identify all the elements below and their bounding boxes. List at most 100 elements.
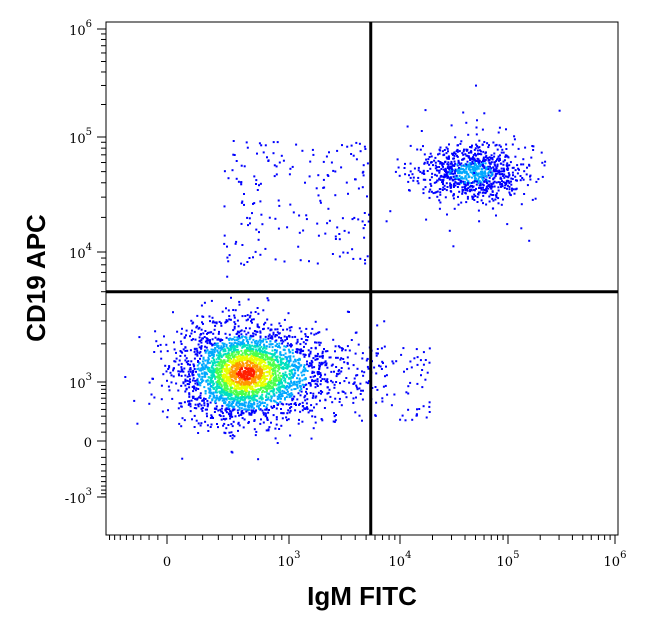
event-dot	[183, 336, 186, 339]
event-dot	[339, 358, 342, 361]
event-dot	[229, 388, 232, 391]
event-dot	[282, 374, 285, 377]
event-dot	[196, 398, 199, 401]
event-dot	[225, 398, 228, 401]
event-dot	[456, 154, 458, 157]
event-dot	[455, 169, 458, 172]
event-dot	[247, 405, 250, 407]
event-dot	[359, 393, 362, 395]
event-dot	[213, 387, 216, 390]
event-dot	[289, 395, 292, 398]
event-dot	[240, 329, 243, 332]
event-dot	[449, 166, 451, 169]
event-dot	[188, 368, 191, 371]
event-dot	[485, 185, 488, 188]
event-dot	[253, 428, 256, 431]
event-dot	[441, 165, 444, 168]
event-dot	[477, 167, 480, 170]
event-dot	[258, 347, 261, 350]
event-dot	[241, 389, 243, 392]
event-dot	[485, 155, 488, 157]
event-dot	[298, 377, 301, 380]
event-dot	[238, 331, 240, 334]
event-dot	[497, 155, 500, 158]
event-dot	[302, 405, 305, 407]
event-dot	[296, 398, 299, 401]
event-dot	[286, 390, 289, 393]
event-dot	[267, 361, 270, 363]
event-dot	[281, 392, 284, 395]
event-dot	[314, 386, 317, 389]
event-dot	[194, 403, 197, 406]
event-dot	[236, 396, 239, 399]
event-dot	[438, 169, 441, 172]
event-dot	[278, 379, 281, 382]
event-dot	[313, 406, 315, 409]
event-dot	[232, 153, 235, 156]
event-dot	[251, 396, 254, 399]
event-dot	[293, 388, 296, 391]
event-dot	[236, 319, 239, 322]
event-dot	[274, 351, 277, 354]
event-dot	[435, 169, 438, 172]
event-dot	[224, 362, 226, 365]
event-dot	[206, 405, 209, 408]
event-dot	[162, 373, 165, 376]
event-dot	[180, 368, 183, 371]
event-dot	[324, 399, 327, 402]
event-dot	[269, 399, 272, 402]
event-dot	[182, 382, 185, 385]
event-dot	[359, 150, 362, 153]
event-dot	[259, 404, 262, 407]
event-dot	[429, 188, 432, 191]
event-dot	[344, 392, 347, 395]
event-dot	[277, 397, 280, 400]
event-dot	[253, 396, 256, 399]
event-dot	[323, 407, 326, 409]
event-dot	[272, 333, 275, 336]
event-dot	[420, 130, 423, 132]
event-dot	[298, 402, 301, 405]
event-dot	[288, 393, 291, 396]
event-dot	[230, 390, 233, 393]
event-dot	[505, 164, 508, 167]
event-dot	[196, 325, 199, 328]
y-tick-label: -103	[65, 487, 92, 507]
event-dot	[222, 364, 225, 367]
event-dot	[311, 361, 314, 364]
event-dot	[415, 348, 418, 351]
event-dot	[228, 392, 231, 395]
event-dot	[245, 391, 248, 394]
event-dot	[255, 351, 258, 354]
event-dot	[501, 180, 503, 183]
event-dot	[204, 398, 207, 400]
event-dot	[221, 310, 224, 313]
event-dot	[279, 346, 282, 349]
event-dot	[243, 345, 246, 348]
event-dot	[476, 196, 479, 199]
event-dot	[224, 373, 227, 376]
event-dot	[184, 384, 187, 387]
event-dot	[265, 347, 268, 350]
event-dot	[186, 349, 189, 352]
event-dot	[230, 403, 233, 405]
event-dot	[472, 169, 475, 172]
event-dot	[254, 381, 257, 384]
event-dot	[509, 193, 512, 196]
event-dot	[320, 418, 323, 420]
event-dot	[421, 172, 424, 175]
event-dot	[362, 227, 365, 230]
event-dot	[482, 164, 484, 167]
event-dot	[274, 437, 277, 440]
event-dot	[206, 368, 209, 371]
event-dot	[366, 365, 369, 368]
event-dot	[286, 356, 289, 359]
event-dot	[494, 173, 497, 176]
event-dot	[248, 353, 251, 356]
event-dot	[325, 362, 328, 365]
event-dot	[234, 372, 237, 375]
event-dot	[232, 140, 235, 142]
event-dot	[215, 397, 218, 399]
event-dot	[215, 407, 218, 410]
event-dot	[237, 401, 240, 404]
